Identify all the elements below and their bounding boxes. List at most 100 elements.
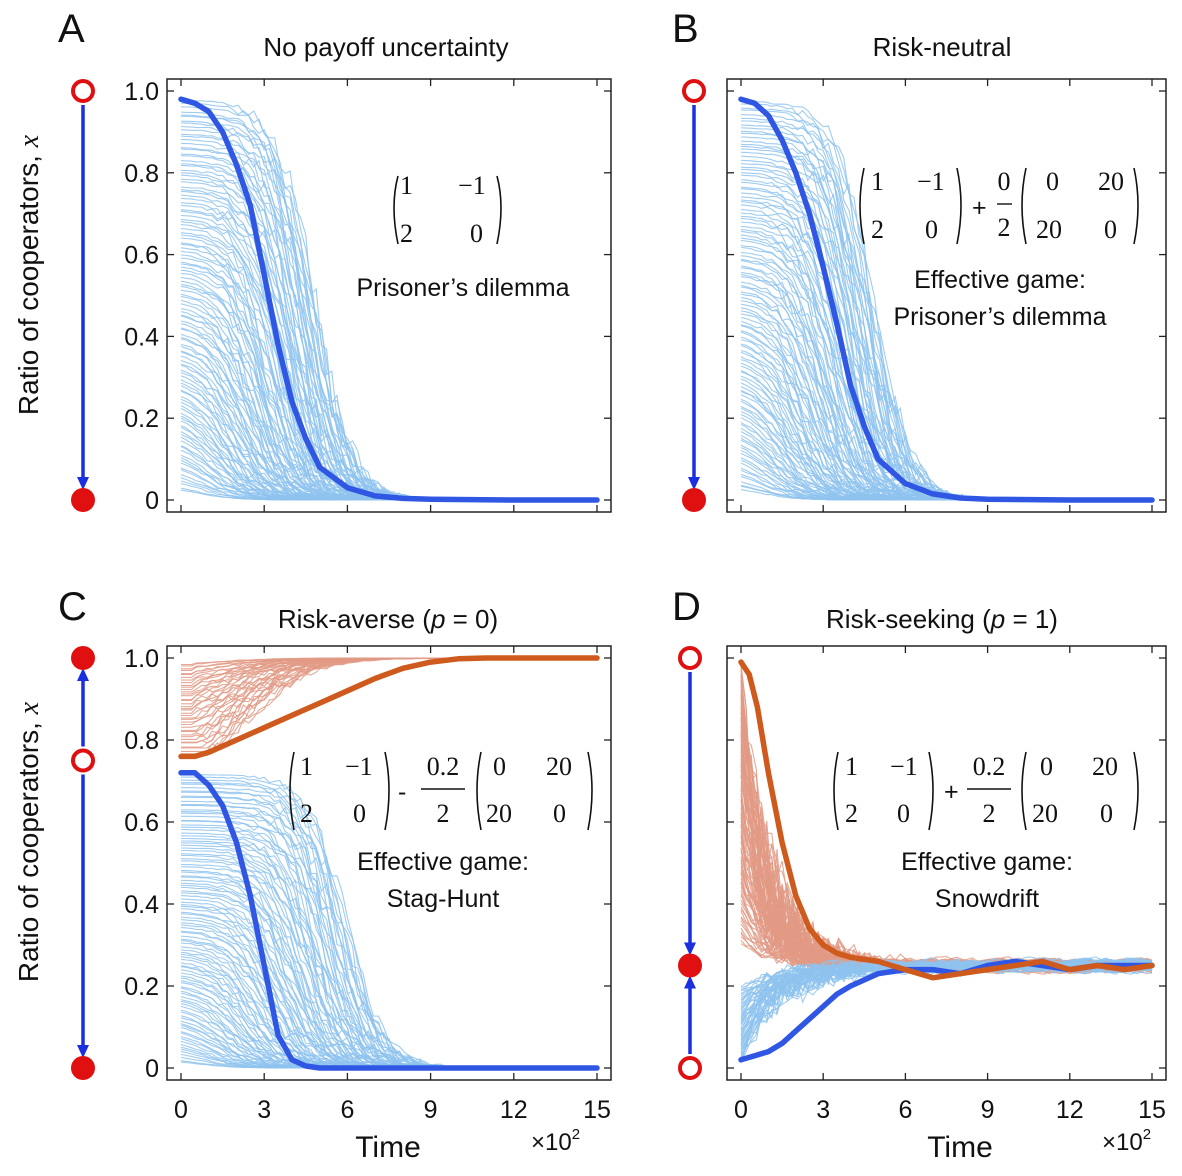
title-part: p — [430, 604, 445, 634]
trajectory-line — [740, 310, 1152, 501]
trajectory-line — [180, 155, 597, 501]
unstable-equilibrium — [678, 1056, 702, 1080]
trajectory-line — [740, 181, 1152, 501]
axes-d: 0 3 6 9 12 15 — [726, 645, 1167, 1124]
panel-b-title: Risk-neutral — [873, 32, 1012, 62]
right-bracket — [956, 167, 962, 245]
trajectory-line — [740, 959, 1153, 988]
title-part: p — [990, 604, 1005, 634]
series-line-representative-high — [178, 655, 600, 760]
matrix-cell: 0 — [353, 799, 366, 828]
coefficient-denominator: 2 — [437, 799, 450, 828]
game-name: Snowdrift — [935, 885, 1039, 913]
unstable-equilibrium — [678, 646, 702, 670]
matrix-cell: 0 — [897, 799, 910, 828]
y-axis-var-c: x — [14, 701, 45, 715]
trajectory-line — [180, 351, 597, 501]
x-tick-label: 6 — [898, 1096, 912, 1124]
effective-game-label: Effective game: — [901, 848, 1073, 876]
coefficient-numerator: 0 — [998, 167, 1011, 196]
matrix-cell: 1 — [845, 752, 858, 781]
panel-d: D Risk-seeking (p = 1) Time ×102 0 3 6 9 12 1… — [672, 585, 1167, 1164]
x-scale-text: ×10 — [1102, 1129, 1143, 1156]
coefficient-denominator: 2 — [998, 213, 1011, 242]
phase-arrow-head — [77, 1045, 89, 1058]
effective-game-label: Effective game: — [914, 266, 1086, 294]
x-tick-label: 12 — [500, 1096, 528, 1124]
right-bracket — [928, 751, 934, 831]
phase-arrow-head — [688, 477, 700, 490]
x-tick-label: 15 — [1138, 1096, 1166, 1124]
phase-arrow-head — [684, 975, 696, 989]
trajectory-line — [180, 147, 597, 501]
x-axis-label-d: Time — [927, 1131, 993, 1164]
phase-line-d — [678, 646, 702, 1080]
matrix-cell: 0 — [1046, 167, 1059, 196]
y-tick-label: 0.4 — [124, 891, 159, 919]
x-scale-exp: 2 — [572, 1126, 580, 1143]
matrix-cell: −1 — [917, 167, 945, 196]
operator: + — [972, 194, 987, 222]
x-scale-exp: 2 — [1143, 1126, 1151, 1143]
y-tick-label: 1.0 — [124, 78, 159, 106]
game-name: Prisoner’s dilemma — [893, 303, 1106, 331]
right-bracket — [384, 751, 390, 831]
trajectory-line — [740, 199, 1152, 501]
phase-line-a — [71, 79, 95, 512]
payoff-annotation-a: 1 −1 2 0 Prisoner’s dilemma — [356, 171, 569, 302]
y-tick-label: 0.6 — [124, 809, 159, 837]
phase-arrow-head — [77, 668, 89, 681]
matrix-cell: 20 — [1098, 167, 1124, 196]
x-tick-label: 9 — [424, 1096, 438, 1124]
trajectory-line — [180, 308, 597, 501]
y-tick-label: 0 — [145, 487, 159, 515]
matrix-cell: 20 — [1036, 215, 1062, 244]
matrix-cell: 1 — [400, 171, 413, 200]
game-name: Prisoner’s dilemma — [356, 274, 569, 302]
phase-arrow-head — [77, 477, 89, 490]
x-tick-label: 3 — [257, 1096, 271, 1124]
trajectory-line — [181, 657, 597, 701]
stable-equilibrium — [682, 488, 706, 512]
series-line-representative — [738, 96, 1155, 503]
series-line-representative-low — [178, 770, 600, 1071]
trajectory-line — [740, 317, 1152, 501]
panel-b: B Risk-neutral 1 −1 2 0 + 0 2 0 20 20 0 … — [672, 7, 1167, 513]
stable-equilibrium — [71, 1056, 95, 1080]
axes-b — [726, 78, 1167, 513]
matrix-cell: 20 — [1032, 799, 1058, 828]
coefficient-numerator: 0.2 — [427, 752, 460, 781]
left-bracket — [476, 751, 482, 831]
x-scale-c: ×102 — [531, 1126, 580, 1156]
trajectory-line — [740, 313, 1152, 501]
plot-frame — [166, 645, 612, 1081]
matrix-cell: 2 — [400, 219, 413, 248]
panel-c: C Risk-averse (p = 0) Ratio of cooperato… — [13, 585, 612, 1164]
matrix-cell: 20 — [546, 752, 572, 781]
plot-area-a — [178, 96, 600, 503]
left-bracket — [859, 167, 865, 245]
matrix-cell: 0 — [493, 752, 506, 781]
panel-letter-a: A — [58, 7, 85, 51]
y-tick-label: 0.2 — [124, 405, 159, 433]
panel-d-title: Risk-seeking (p = 1) — [826, 604, 1058, 634]
matrix-cell: 20 — [486, 799, 512, 828]
title-part: = 0) — [445, 604, 498, 634]
matrix-cell: −1 — [345, 752, 373, 781]
trajectory-line — [740, 179, 1152, 501]
trajectory-line — [740, 701, 1153, 972]
x-scale-d: ×102 — [1102, 1126, 1151, 1156]
panel-a: A No payoff uncertainty Ratio of coopera… — [13, 7, 612, 515]
operator: - — [398, 778, 406, 806]
trajectory-line — [740, 423, 1152, 501]
x-axis-label-c: Time — [355, 1131, 421, 1164]
phase-line-c — [71, 646, 95, 1080]
trajectory-line — [180, 172, 597, 501]
y-axis-label-text-a: Ratio of cooperators, — [13, 147, 44, 415]
matrix-cell: −1 — [458, 171, 486, 200]
matrix-cell: 1 — [871, 167, 884, 196]
axes-c: 00.20.40.60.81.00 3 6 9 12 15 — [124, 645, 612, 1124]
right-bracket — [1133, 751, 1139, 831]
plot-area-d — [738, 659, 1155, 1064]
matrix-cell: 0 — [470, 219, 483, 248]
